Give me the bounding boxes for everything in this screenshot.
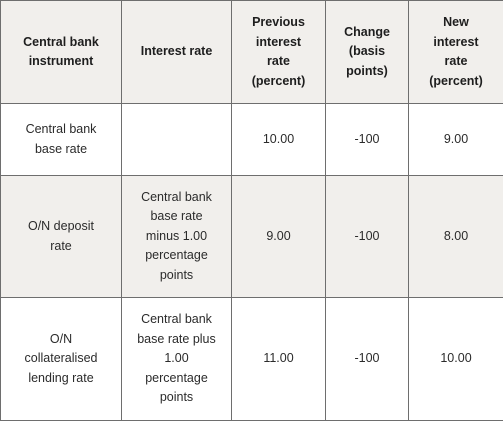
cell-instrument: O/N collateralised lending rate bbox=[1, 298, 122, 421]
cell-new-rate: 10.00 bbox=[409, 298, 503, 421]
table-row: O/N deposit rate Central bank base rate … bbox=[1, 176, 503, 298]
table-header-row: Central bank instrument Interest rate Pr… bbox=[1, 1, 503, 104]
header-new-rate: New interest rate (percent) bbox=[409, 1, 503, 104]
cell-change: -100 bbox=[326, 104, 409, 176]
header-instrument: Central bank instrument bbox=[1, 1, 122, 104]
cell-previous-rate: 9.00 bbox=[232, 176, 326, 298]
table-row: Central bank base rate 10.00 -100 9.00 bbox=[1, 104, 503, 176]
cell-new-rate: 9.00 bbox=[409, 104, 503, 176]
cell-new-rate: 8.00 bbox=[409, 176, 503, 298]
cell-instrument: Central bank base rate bbox=[1, 104, 122, 176]
cell-change: -100 bbox=[326, 176, 409, 298]
cell-previous-rate: 11.00 bbox=[232, 298, 326, 421]
cell-instrument: O/N deposit rate bbox=[1, 176, 122, 298]
cell-change: -100 bbox=[326, 298, 409, 421]
header-change: Change (basis points) bbox=[326, 1, 409, 104]
header-interest-rate: Interest rate bbox=[122, 1, 232, 104]
header-previous-rate: Previous interest rate (percent) bbox=[232, 1, 326, 104]
cell-previous-rate: 10.00 bbox=[232, 104, 326, 176]
table-row: O/N collateralised lending rate Central … bbox=[1, 298, 503, 421]
cell-interest-rate: Central bank base rate minus 1.00 percen… bbox=[122, 176, 232, 298]
cell-interest-rate bbox=[122, 104, 232, 176]
cell-interest-rate: Central bank base rate plus 1.00 percent… bbox=[122, 298, 232, 421]
